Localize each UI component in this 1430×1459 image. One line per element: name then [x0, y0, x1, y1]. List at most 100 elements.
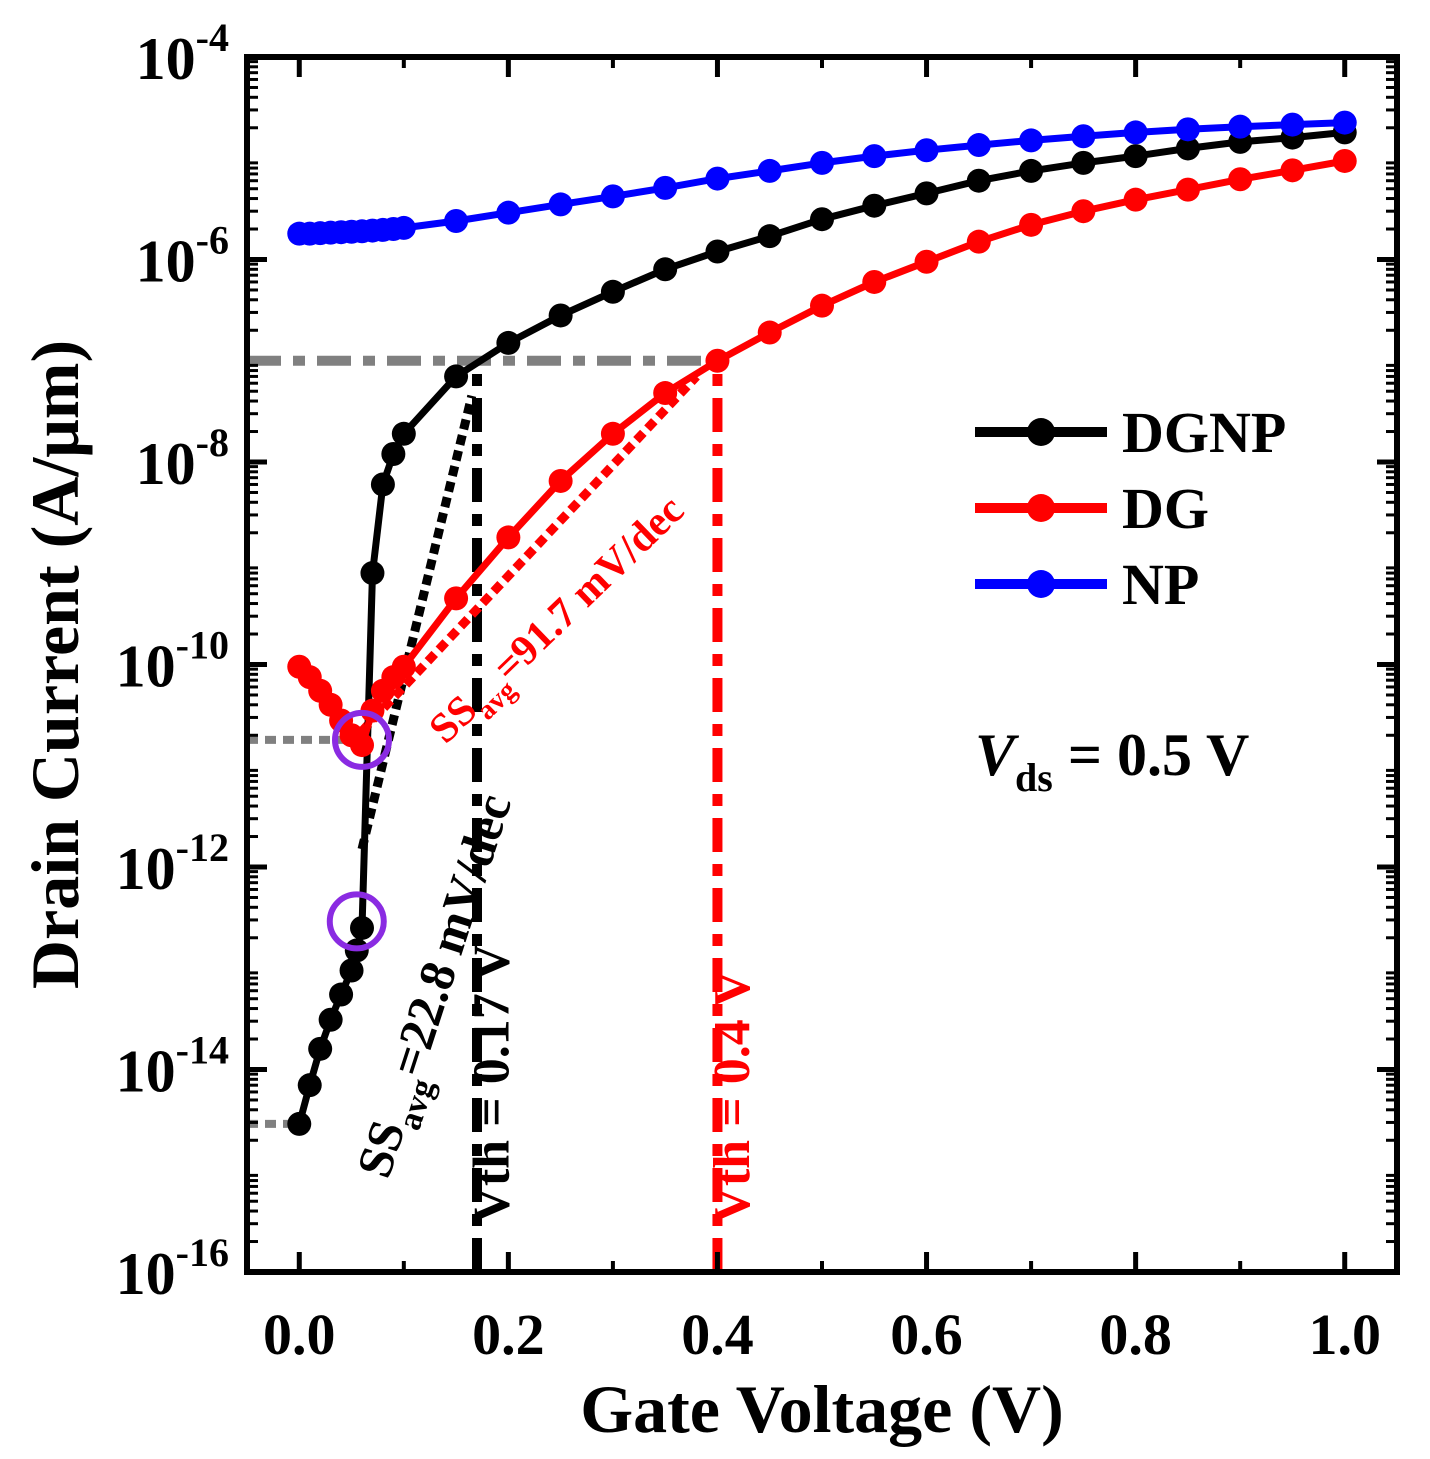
legend-label: NP: [1122, 552, 1199, 617]
data-point-dgnp: [757, 224, 782, 249]
data-point-dg: [600, 421, 625, 446]
data-point-dgnp: [1071, 150, 1096, 175]
x-tick-label: 0.8: [1099, 1302, 1172, 1367]
data-point-dgnp: [705, 239, 730, 264]
marker-circle-dg-min: [332, 709, 392, 770]
data-point-dg: [1332, 148, 1357, 173]
data-point-np: [757, 158, 782, 183]
x-tick-label: 0.6: [890, 1302, 963, 1367]
data-point-np: [810, 150, 834, 175]
data-point-np: [548, 192, 573, 217]
legend-item-dg: DG: [975, 476, 1209, 541]
data-point-np: [391, 215, 416, 240]
axes: 0.0 0.2 0.4 0.6 0.8 1.0 10-4 10-6 10-8 10-10 10-12…: [17, 15, 1400, 1447]
data-point-dgnp: [287, 1111, 312, 1136]
data-point-np: [862, 144, 887, 169]
series-dg: [287, 148, 1357, 758]
data-point-dgnp: [1175, 136, 1200, 161]
marker-layer: [326, 709, 392, 952]
data-point-dg: [1123, 187, 1148, 212]
data-point-dg: [653, 381, 678, 406]
legend-label: DG: [1122, 476, 1209, 541]
data-point-dgnp: [966, 168, 991, 193]
data-point-np: [1332, 110, 1357, 135]
data-point-dg: [1228, 167, 1253, 192]
data-point-dgnp: [329, 982, 354, 1007]
data-point-dg: [444, 586, 469, 611]
data-point-dg: [914, 249, 939, 274]
data-point-np: [496, 200, 521, 225]
data-point-dgnp: [339, 958, 364, 983]
data-point-dg: [1071, 199, 1096, 224]
legend-swatch-marker: [1027, 494, 1055, 522]
x-axis-label: Gate Voltage (V): [580, 1371, 1063, 1447]
x-tick-label: 0.0: [263, 1302, 336, 1367]
data-point-dgnp: [360, 561, 385, 586]
x-tick-label: 0.2: [472, 1302, 545, 1367]
data-point-dg: [966, 229, 991, 254]
y-tick-label: 10-12: [116, 825, 229, 902]
vth-dgnp-label: Vth = 0.17 V: [463, 944, 520, 1224]
series-dgnp: [287, 120, 1357, 1136]
data-point-np: [1071, 124, 1096, 149]
data-point-dgnp: [318, 1007, 343, 1032]
data-point-dgnp: [391, 421, 416, 446]
vth-dg-label: Vth = 0.4 V: [704, 970, 761, 1224]
data-point-dgnp: [496, 330, 521, 355]
data-point-np: [1228, 114, 1253, 139]
y-tick-label: 10-14: [116, 1028, 229, 1105]
legend-item-dgnp: DGNP: [975, 400, 1286, 465]
data-point-dg: [496, 525, 521, 550]
data-point-dgnp: [1123, 144, 1148, 169]
ss-slope-dgnp: [357, 394, 477, 851]
data-point-dgnp: [600, 279, 625, 304]
data-point-dg: [350, 733, 374, 758]
data-point-dgnp: [444, 364, 469, 389]
data-point-dg: [391, 654, 416, 679]
x-tick-label: 1.0: [1308, 1302, 1381, 1367]
data-point-np: [1280, 112, 1305, 137]
legend-item-np: NP: [975, 552, 1199, 617]
legend-swatch-marker: [1027, 418, 1055, 446]
data-point-dgnp: [381, 441, 406, 466]
data-point-np: [1123, 120, 1148, 145]
data-point-dg: [810, 293, 834, 318]
vds-label: Vds = 0.5 V: [975, 722, 1249, 800]
data-point-dg: [1280, 158, 1305, 183]
data-point-np: [1175, 117, 1200, 142]
data-point-dg: [705, 348, 730, 373]
data-point-dgnp: [862, 193, 887, 218]
data-point-np: [705, 166, 730, 191]
data-point-dgnp: [810, 207, 834, 232]
data-point-np: [966, 133, 991, 158]
x-tick-label: 0.4: [681, 1302, 754, 1367]
y-tick-label: 10-6: [136, 218, 229, 295]
data-point-dgnp: [548, 303, 573, 328]
data-point-dgnp: [1019, 158, 1044, 183]
data-point-np: [1019, 128, 1044, 153]
ss-slope-dg: [358, 373, 700, 735]
data-point-dgnp: [370, 472, 395, 497]
legend-swatch-marker: [1027, 570, 1055, 598]
data-point-np: [653, 175, 678, 200]
data-point-dgnp: [914, 181, 939, 206]
y-tick-label: 10-16: [116, 1230, 229, 1307]
marker-circle-dgnp: [326, 891, 387, 952]
data-point-dg: [1019, 212, 1044, 237]
y-axis-label: Drain Current (A/μm): [17, 340, 93, 989]
data-point-np: [914, 138, 939, 163]
legend-label: DGNP: [1122, 400, 1286, 465]
data-point-np: [444, 209, 469, 234]
series-layer: [287, 110, 1357, 1136]
data-point-dg: [548, 468, 573, 493]
series-np: [287, 110, 1357, 246]
data-point-dg: [757, 320, 782, 345]
data-point-dg: [862, 269, 887, 294]
y-tick-label: 10-10: [116, 623, 229, 700]
data-point-dgnp: [653, 257, 678, 282]
data-point-np: [600, 184, 625, 209]
y-tick-label: 10-8: [136, 420, 229, 497]
data-point-dg: [1175, 177, 1200, 202]
